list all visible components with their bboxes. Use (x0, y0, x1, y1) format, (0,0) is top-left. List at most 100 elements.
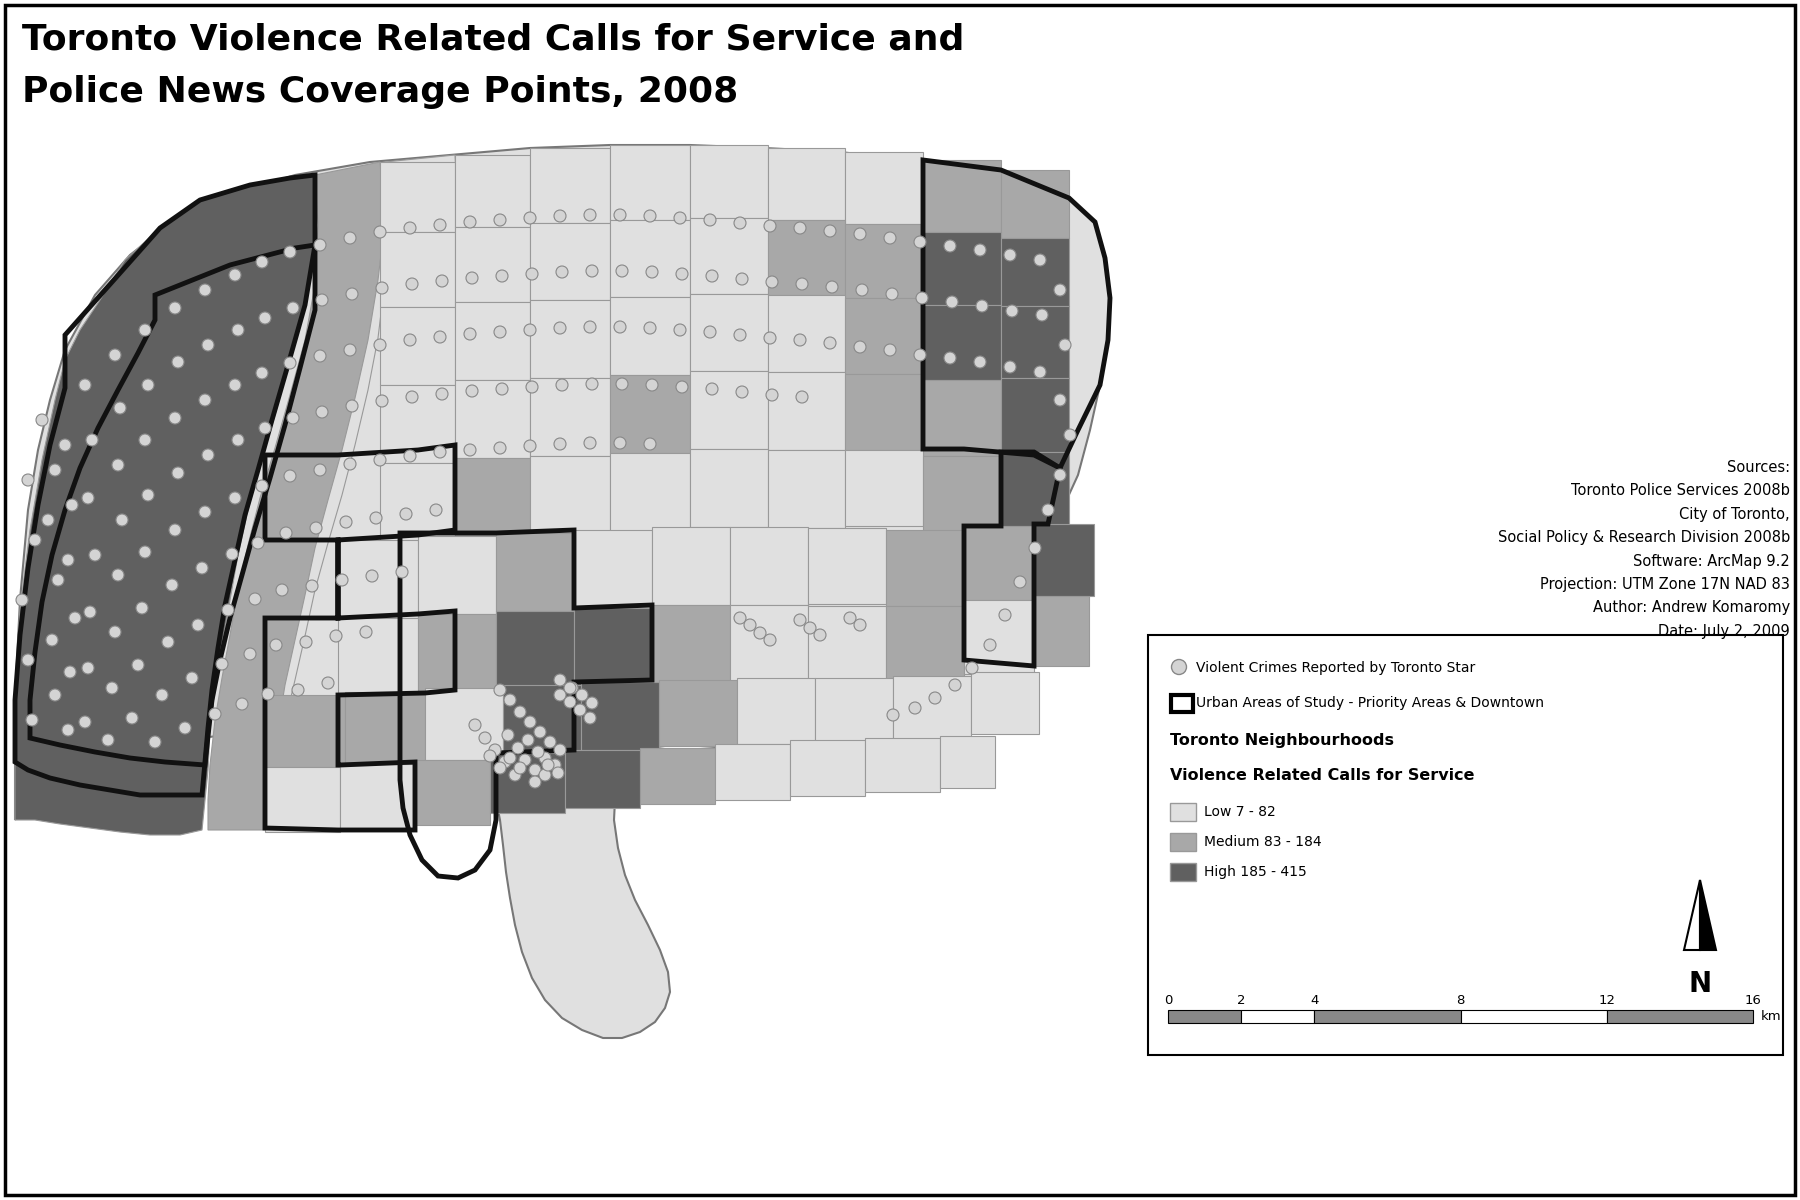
Circle shape (554, 210, 565, 222)
Circle shape (400, 508, 412, 520)
Circle shape (1058, 338, 1071, 350)
Polygon shape (268, 155, 457, 828)
Polygon shape (338, 618, 418, 696)
Circle shape (284, 246, 295, 258)
Polygon shape (209, 162, 385, 830)
Polygon shape (455, 380, 529, 458)
Polygon shape (265, 767, 340, 832)
Circle shape (504, 694, 517, 706)
Circle shape (999, 608, 1012, 622)
Circle shape (673, 324, 686, 336)
Circle shape (1033, 366, 1046, 378)
Circle shape (365, 570, 378, 582)
Circle shape (371, 512, 382, 524)
Circle shape (232, 324, 245, 336)
Circle shape (985, 638, 995, 650)
Circle shape (52, 574, 65, 586)
Polygon shape (886, 606, 965, 682)
Circle shape (202, 338, 214, 350)
Circle shape (301, 636, 311, 648)
Polygon shape (529, 223, 610, 300)
Circle shape (853, 228, 866, 240)
Polygon shape (769, 148, 844, 220)
Polygon shape (455, 155, 529, 227)
Circle shape (162, 636, 175, 648)
Circle shape (227, 548, 238, 560)
Circle shape (49, 689, 61, 701)
Circle shape (515, 706, 526, 718)
Circle shape (256, 480, 268, 492)
Polygon shape (689, 371, 769, 449)
Polygon shape (844, 298, 923, 374)
Circle shape (943, 352, 956, 364)
Circle shape (374, 454, 385, 466)
Circle shape (493, 762, 506, 774)
Polygon shape (338, 540, 418, 618)
Circle shape (466, 385, 479, 397)
Circle shape (614, 209, 626, 221)
Circle shape (884, 232, 896, 244)
Circle shape (403, 450, 416, 462)
Circle shape (556, 379, 569, 391)
Circle shape (644, 322, 655, 334)
Polygon shape (970, 672, 1039, 734)
Circle shape (329, 630, 342, 642)
Circle shape (284, 358, 295, 370)
Circle shape (794, 614, 806, 626)
Polygon shape (610, 145, 689, 220)
Circle shape (677, 382, 688, 392)
Circle shape (497, 383, 508, 395)
Circle shape (583, 437, 596, 449)
Circle shape (967, 662, 977, 674)
Circle shape (844, 612, 857, 624)
Circle shape (112, 458, 124, 470)
Circle shape (554, 438, 565, 450)
Circle shape (41, 514, 54, 526)
Circle shape (646, 266, 659, 278)
Bar (1148, 635, 1784, 1055)
Polygon shape (808, 606, 886, 682)
Polygon shape (940, 736, 995, 788)
Circle shape (916, 292, 929, 304)
Circle shape (887, 709, 898, 721)
Polygon shape (1699, 880, 1715, 950)
Circle shape (248, 593, 261, 605)
Circle shape (796, 278, 808, 290)
Bar (1314, 1010, 1460, 1022)
Polygon shape (652, 605, 731, 683)
Polygon shape (380, 385, 455, 463)
Circle shape (763, 220, 776, 232)
Circle shape (252, 538, 265, 550)
Circle shape (142, 490, 155, 502)
Polygon shape (380, 307, 455, 385)
Circle shape (549, 758, 562, 770)
Polygon shape (265, 695, 346, 767)
Circle shape (914, 349, 925, 361)
Polygon shape (610, 220, 689, 296)
Circle shape (403, 334, 416, 346)
Circle shape (554, 744, 565, 756)
Circle shape (200, 506, 211, 518)
Polygon shape (689, 449, 769, 527)
Circle shape (763, 332, 776, 344)
Circle shape (542, 758, 554, 770)
Circle shape (337, 574, 347, 586)
Circle shape (434, 446, 446, 458)
Polygon shape (610, 452, 689, 530)
Polygon shape (418, 536, 497, 614)
Polygon shape (923, 160, 1001, 232)
Circle shape (1055, 284, 1066, 296)
Circle shape (1064, 428, 1076, 440)
Circle shape (574, 704, 587, 716)
Circle shape (554, 674, 565, 686)
Polygon shape (380, 162, 455, 232)
Circle shape (767, 389, 778, 401)
Bar (1607, 1010, 1753, 1022)
Circle shape (216, 658, 229, 670)
Circle shape (139, 546, 151, 558)
Circle shape (743, 619, 756, 631)
Bar (1172, 695, 1193, 712)
Circle shape (704, 214, 716, 226)
Circle shape (646, 379, 659, 391)
Circle shape (943, 240, 956, 252)
